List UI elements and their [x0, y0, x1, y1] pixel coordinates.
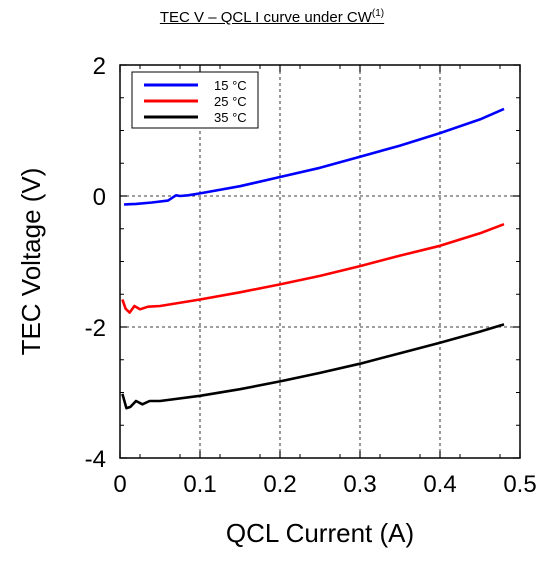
chart-title-text: TEC V – QCL I curve under CW	[159, 9, 372, 26]
x-tick-label: 0.5	[503, 471, 536, 498]
legend-label: 25 °C	[214, 94, 247, 109]
x-axis-title: QCL Current (A)	[226, 518, 414, 548]
y-tick-label: -2	[85, 315, 106, 342]
legend-label: 15 °C	[214, 78, 247, 93]
x-tick-label: 0.3	[343, 471, 376, 498]
y-tick-label: 2	[93, 53, 106, 80]
y-axis-title: TEC Voltage (V)	[16, 168, 46, 356]
series-line	[123, 107, 505, 206]
legend: 15 °C25 °C35 °C	[131, 71, 259, 129]
y-tick-label: -4	[85, 446, 106, 473]
y-tick-label: 0	[93, 184, 106, 211]
chart-title: TEC V – QCL I curve under CW(1)	[0, 8, 544, 26]
legend-label: 35 °C	[214, 110, 247, 125]
series-layer	[121, 107, 505, 410]
x-tick-label: 0.2	[263, 471, 296, 498]
x-tick-label: 0.1	[183, 471, 216, 498]
chart-title-superscript: (1)	[371, 8, 385, 19]
x-tick-label: 0	[113, 471, 126, 498]
series-line	[121, 222, 505, 314]
series-line	[121, 323, 505, 410]
tick-layer: 0 0.1 0.2 0.3 0.4 0.5 -4 -2 0 2	[85, 53, 537, 498]
x-tick-label: 0.4	[423, 471, 456, 498]
